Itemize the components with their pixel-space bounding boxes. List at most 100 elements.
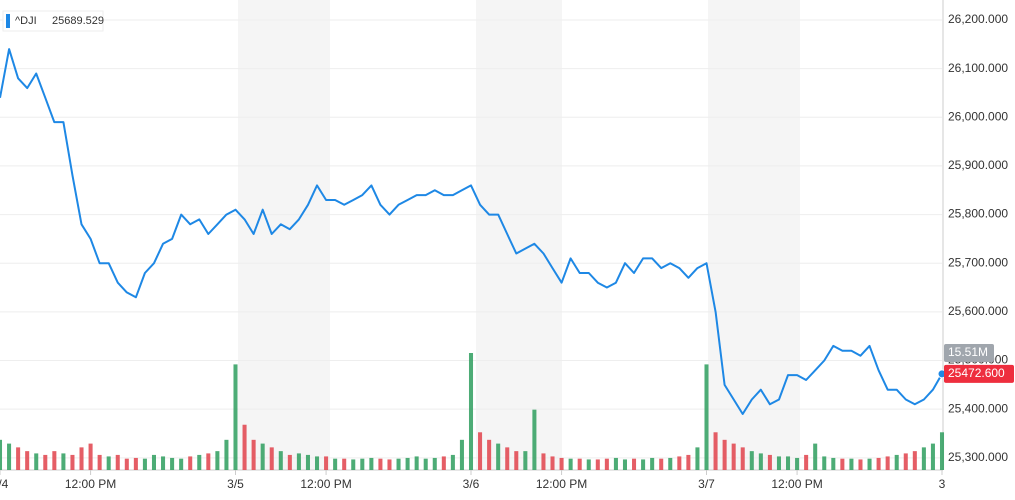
- x-tick-label: 3/5: [227, 477, 244, 491]
- volume-bar: [930, 443, 935, 470]
- volume-bar: [523, 451, 528, 470]
- volume-bar: [450, 454, 455, 470]
- volume-bar: [496, 443, 501, 470]
- volume-label: 15.51M: [948, 345, 988, 359]
- x-tick-label: 3/6: [463, 477, 480, 491]
- volume-bar: [396, 458, 401, 470]
- y-tick-label: 26,200.000: [948, 12, 1008, 26]
- volume-bar: [704, 364, 709, 470]
- volume-bar: [405, 457, 410, 470]
- session-band: [476, 0, 562, 470]
- volume-bar: [641, 459, 646, 470]
- volume-bar: [97, 454, 102, 470]
- volume-bar: [151, 454, 156, 470]
- legend-value: 25689.529: [52, 15, 104, 27]
- volume-bar: [758, 453, 763, 470]
- volume-bar: [269, 447, 274, 470]
- volume-bar: [885, 456, 890, 470]
- volume-bar: [939, 432, 945, 470]
- volume-bar: [79, 447, 84, 470]
- volume-bar: [88, 443, 93, 470]
- volume-bar: [577, 458, 582, 470]
- volume-bar: [822, 456, 827, 470]
- volume-bar: [16, 447, 21, 470]
- volume-bar: [867, 458, 872, 470]
- volume-bar: [206, 453, 211, 470]
- x-tick-label: 3/7: [698, 477, 715, 491]
- volume-bar: [776, 456, 781, 470]
- x-tick-label: 3/4: [0, 477, 9, 491]
- volume-bar: [441, 456, 446, 470]
- volume-bar: [550, 456, 555, 470]
- volume-bar: [786, 456, 791, 470]
- last-price-box: [944, 364, 1014, 383]
- volume-bar: [70, 454, 75, 470]
- volume-bar: [813, 443, 818, 470]
- volume-bar: [305, 454, 310, 470]
- volume-bar: [487, 439, 492, 470]
- volume-label-box: [944, 344, 994, 362]
- price-line: [0, 48, 943, 415]
- x-tick-label: 12:00 PM: [771, 477, 822, 491]
- legend-box: [2, 10, 104, 32]
- session-band: [238, 0, 330, 470]
- volume-bar: [668, 457, 673, 470]
- volume-bar: [242, 424, 247, 470]
- volume-bar: [251, 439, 256, 470]
- volume-bar: [296, 453, 301, 470]
- volume-bar: [133, 457, 138, 470]
- volume-bar: [749, 451, 754, 470]
- volume-bar: [61, 453, 66, 470]
- volume-bar: [260, 443, 265, 470]
- volume-bar: [767, 454, 772, 470]
- y-tick-label: 25,300.000: [948, 450, 1008, 464]
- y-tick-label: 25,900.000: [948, 158, 1008, 172]
- volume-bar: [459, 439, 464, 470]
- volume-bar: [622, 459, 627, 470]
- layer: [0, 19, 945, 470]
- y-tick-label: 26,100.000: [948, 61, 1008, 75]
- volume-bar: [25, 451, 30, 470]
- volume-bar: [505, 447, 510, 470]
- volume-bar: [414, 456, 419, 470]
- volume-bar: [142, 458, 147, 470]
- volume-bar: [604, 458, 609, 470]
- volume-bar: [378, 458, 383, 470]
- volume-bar: [559, 457, 564, 470]
- volume-bar: [333, 458, 338, 470]
- volume-bar: [731, 443, 736, 470]
- volume-bar: [170, 457, 175, 470]
- x-tick-label: 12:00 PM: [300, 477, 351, 491]
- volume-bar: [115, 454, 120, 470]
- x-tick-label: 3: [939, 477, 946, 491]
- volume-bar: [677, 456, 682, 470]
- legend-name: ^DJI: [15, 15, 37, 27]
- volume-bar: [351, 459, 356, 470]
- volume-bar: [849, 458, 854, 470]
- volume-bar: [315, 456, 320, 470]
- y-tick-label: 25,400.000: [948, 401, 1008, 415]
- volume-bar: [287, 454, 292, 470]
- volume-bar: [659, 458, 664, 470]
- y-tick-label: 25,600.000: [948, 304, 1008, 318]
- volume-bar: [34, 453, 39, 470]
- volume-bar: [722, 439, 727, 470]
- volume-bar: [876, 457, 881, 470]
- volume-bar: [795, 457, 800, 470]
- volume-bar: [124, 458, 129, 470]
- volume-bar: [387, 459, 392, 470]
- volume-bar: [7, 443, 12, 470]
- volume-bar: [197, 454, 202, 470]
- session-band: [708, 0, 800, 470]
- volume-bar: [468, 353, 474, 470]
- volume-bar: [921, 447, 926, 470]
- volume-bar: [278, 451, 283, 470]
- volume-bar: [912, 451, 917, 470]
- volume-bar: [215, 451, 220, 470]
- legend-swatch: [6, 14, 10, 28]
- y-tick-label: 26,000.000: [948, 109, 1008, 123]
- volume-bar: [586, 459, 591, 470]
- volume-bar: [233, 364, 238, 470]
- volume-bar: [613, 457, 618, 470]
